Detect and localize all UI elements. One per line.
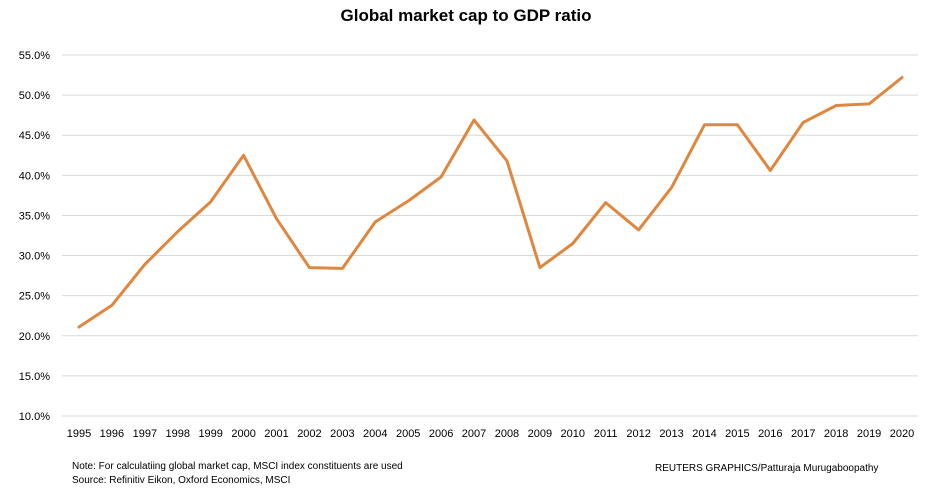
y-tick-label: 20.0%	[19, 331, 50, 343]
x-tick-label: 2011	[594, 428, 618, 440]
x-tick-label: 1997	[133, 428, 157, 440]
y-tick-label: 15.0%	[19, 371, 50, 383]
x-tick-label: 2015	[725, 428, 749, 440]
y-tick-label: 25.0%	[19, 291, 50, 303]
x-tick-label: 2001	[264, 428, 288, 440]
x-tick-label: 2005	[396, 428, 420, 440]
x-tick-label: 2016	[758, 428, 782, 440]
x-tick-label: 2007	[462, 428, 486, 440]
y-tick-label: 35.0%	[19, 210, 50, 222]
x-tick-label: 2002	[297, 428, 321, 440]
chart-notes: Note: For calculatiing global market cap…	[72, 460, 403, 488]
x-tick-label: 2000	[231, 428, 255, 440]
x-tick-label: 2009	[528, 428, 552, 440]
x-axis-ticks: 1995 1996 1997 1998 1999 2000 2001 2002 2003 2004…	[67, 428, 914, 440]
x-tick-label: 2018	[824, 428, 848, 440]
x-tick-label: 2010	[561, 428, 585, 440]
x-tick-label: 2019	[857, 428, 881, 440]
series-line	[77, 76, 904, 329]
chart-title: Global market cap to GDP ratio	[340, 6, 592, 25]
x-tick-label: 2004	[363, 428, 387, 440]
x-tick-label: 2006	[429, 428, 453, 440]
x-tick-label: 1998	[166, 428, 190, 440]
x-tick-label: 2012	[626, 428, 650, 440]
gridlines	[62, 54, 918, 417]
y-tick-label: 45.0%	[19, 130, 50, 142]
y-tick-label: 40.0%	[19, 170, 50, 182]
source-text: Source: Refinitiv Eikon, Oxford Economic…	[72, 475, 291, 486]
x-tick-label: 2014	[692, 428, 716, 440]
x-tick-label: 2017	[791, 428, 815, 440]
y-axis-ticks: 10.0% 15.0% 20.0% 25.0% 30.0% 35.0% 40.0% 45.0%…	[19, 50, 50, 423]
y-tick-label: 50.0%	[19, 90, 50, 102]
y-tick-label: 10.0%	[19, 411, 50, 423]
series-layer	[77, 76, 904, 329]
y-tick-label: 30.0%	[19, 251, 50, 263]
note-text: Note: For calculatiing global market cap…	[72, 461, 403, 472]
x-tick-label: 2020	[890, 428, 914, 440]
x-tick-label: 2008	[495, 428, 519, 440]
x-tick-label: 1999	[198, 428, 222, 440]
x-tick-label: 1995	[67, 428, 91, 440]
x-tick-label: 1996	[100, 428, 124, 440]
x-tick-label: 2013	[659, 428, 683, 440]
y-tick-label: 55.0%	[19, 50, 50, 62]
credit-text: REUTERS GRAPHICS/Patturaja Murugaboopath…	[655, 463, 879, 474]
x-tick-label: 2003	[330, 428, 354, 440]
